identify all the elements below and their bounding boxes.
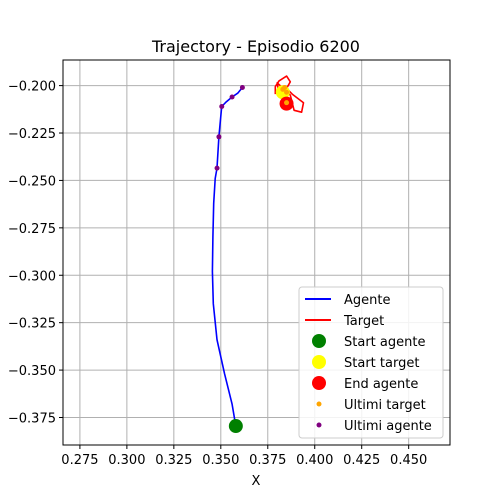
ultimi-agente-point [229,94,235,100]
legend-swatch-start-agente [312,334,326,348]
x-tick-label: 0.300 [108,453,145,468]
legend-label-start-target: Start target [344,356,419,371]
chart-title: Trajectory - Episodio 6200 [151,37,360,56]
legend-label-ultimi-agente: Ultimi agente [344,419,432,434]
legend-swatch-start-target [312,355,326,369]
legend-label-end-agente: End agente [344,377,418,392]
grid [63,60,450,445]
plot-content [211,75,305,434]
ultimi-agente-point [214,165,220,171]
start-agente-marker [228,419,243,434]
y-tick-label: −0.250 [8,174,56,189]
legend-label-ultimi-target: Ultimi target [344,398,426,413]
x-tick-label: 0.275 [61,453,98,468]
x-tick-label: 0.425 [343,453,380,468]
ticks: 0.275 0.300 0.325 0.350 0.375 0.400 0.425 0.450… [8,80,427,468]
legend-box [298,286,444,439]
y-tick-label: −0.225 [8,127,56,142]
legend: Agente Target Start agente Start target End … [298,286,444,439]
y-tick-label: −0.350 [8,364,56,379]
x-axis-label: X [252,474,261,489]
x-tick-label: 0.350 [202,453,239,468]
x-tick-label: 0.375 [249,453,286,468]
legend-swatch-ultimi-target [316,401,322,407]
axes-frame [62,59,451,446]
legend-swatch-end-agente [312,376,326,390]
ultimi-agente-point [219,103,225,109]
x-tick-label: 0.400 [296,453,333,468]
y-tick-label: −0.300 [8,269,56,284]
x-tick-label: 0.325 [155,453,192,468]
ultimi-target-point [284,89,290,95]
target-line [274,75,305,113]
legend-swatch-ultimi-agente [316,422,322,428]
y-tick-label: −0.275 [8,222,56,237]
y-tick-label: −0.325 [8,317,56,332]
x-tick-label: 0.450 [390,453,427,468]
ultimi-agente-point [216,134,222,140]
ultimi-target-point [284,100,290,106]
y-tick-label: −0.200 [8,80,56,95]
legend-label-agente: Agente [344,293,390,308]
legend-label-target: Target [343,314,384,329]
legend-label-start-agente: Start agente [344,335,425,350]
y-tick-label: −0.375 [8,412,56,427]
ultimi-agente-point [239,85,245,90]
ultimi-target-point [280,86,286,92]
agente-line [211,86,244,427]
